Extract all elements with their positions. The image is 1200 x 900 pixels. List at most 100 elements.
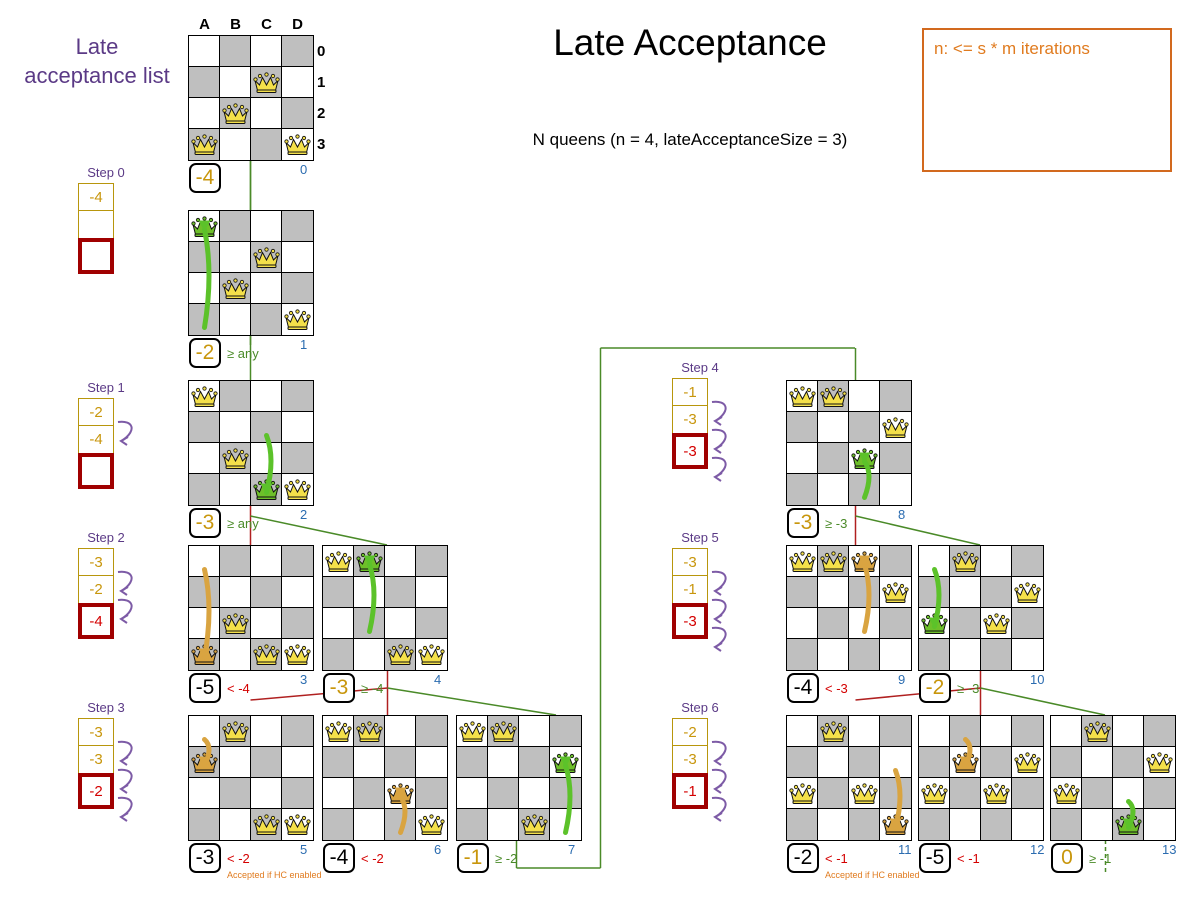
board-cell-A1[interactable] [323,577,354,608]
board-cell-B1[interactable] [220,577,251,608]
board-cell-A3[interactable] [1051,809,1082,840]
chessboard-8[interactable] [786,380,912,506]
board-cell-B2[interactable] [354,778,385,809]
board-cell-D3[interactable] [1012,809,1043,840]
board-cell-B3[interactable] [220,474,251,505]
board-cell-B1[interactable] [950,577,981,608]
board-cell-A2[interactable] [323,778,354,809]
board-cell-B3[interactable] [220,639,251,670]
board-cell-B1[interactable] [818,747,849,778]
board-cell-C1[interactable] [849,577,880,608]
board-cell-B3[interactable] [354,809,385,840]
board-cell-B2[interactable] [818,778,849,809]
board-cell-A2[interactable] [189,98,220,129]
chessboard-7[interactable] [456,715,582,841]
board-cell-A3[interactable] [189,809,220,840]
board-cell-C3[interactable] [849,639,880,670]
board-cell-A2[interactable] [787,608,818,639]
board-cell-A1[interactable] [1051,747,1082,778]
board-cell-A1[interactable] [323,747,354,778]
board-cell-C2[interactable] [519,778,550,809]
chessboard-13[interactable] [1050,715,1176,841]
board-cell-C0[interactable] [981,716,1012,747]
board-cell-B1[interactable] [220,242,251,273]
board-cell-B3[interactable] [220,809,251,840]
board-cell-C1[interactable] [849,747,880,778]
board-cell-C0[interactable] [251,716,282,747]
board-cell-C3[interactable] [251,304,282,335]
board-cell-D2[interactable] [282,443,313,474]
board-cell-C1[interactable] [849,412,880,443]
board-cell-B2[interactable] [950,778,981,809]
board-cell-D2[interactable] [282,98,313,129]
board-cell-A1[interactable] [787,747,818,778]
board-cell-A1[interactable] [919,577,950,608]
board-cell-D0[interactable] [282,211,313,242]
board-cell-D3[interactable] [880,474,911,505]
board-cell-A2[interactable] [189,443,220,474]
board-cell-B3[interactable] [488,809,519,840]
chessboard-6[interactable] [322,715,448,841]
board-cell-D3[interactable] [1012,639,1043,670]
board-cell-B2[interactable] [818,443,849,474]
board-cell-D0[interactable] [282,716,313,747]
board-cell-A3[interactable] [323,809,354,840]
board-cell-C3[interactable] [251,129,282,160]
board-cell-A1[interactable] [787,412,818,443]
chessboard-11[interactable] [786,715,912,841]
board-cell-C1[interactable] [519,747,550,778]
board-cell-D2[interactable] [282,273,313,304]
board-cell-C2[interactable] [251,98,282,129]
board-cell-D0[interactable] [282,381,313,412]
board-cell-C3[interactable] [981,639,1012,670]
chessboard-10[interactable] [918,545,1044,671]
board-cell-C2[interactable] [251,608,282,639]
board-cell-A1[interactable] [189,412,220,443]
board-cell-C1[interactable] [981,747,1012,778]
board-cell-D2[interactable] [282,608,313,639]
board-cell-C2[interactable] [251,778,282,809]
chessboard-1[interactable] [188,210,314,336]
board-cell-A3[interactable] [919,809,950,840]
board-cell-B3[interactable] [220,304,251,335]
board-cell-B2[interactable] [950,608,981,639]
board-cell-C0[interactable] [1113,716,1144,747]
board-cell-D0[interactable] [880,546,911,577]
board-cell-D1[interactable] [282,242,313,273]
board-cell-A0[interactable] [1051,716,1082,747]
board-cell-C0[interactable] [251,546,282,577]
board-cell-D0[interactable] [550,716,581,747]
board-cell-D0[interactable] [1012,716,1043,747]
board-cell-A0[interactable] [787,716,818,747]
board-cell-D3[interactable] [1144,809,1175,840]
board-cell-A3[interactable] [457,809,488,840]
board-cell-B2[interactable] [220,778,251,809]
board-cell-B1[interactable] [354,747,385,778]
board-cell-C0[interactable] [849,716,880,747]
board-cell-A1[interactable] [919,747,950,778]
board-cell-C0[interactable] [251,36,282,67]
board-cell-D2[interactable] [880,778,911,809]
board-cell-D1[interactable] [282,577,313,608]
board-cell-B3[interactable] [220,129,251,160]
board-cell-A1[interactable] [787,577,818,608]
chessboard-12[interactable] [918,715,1044,841]
board-cell-D0[interactable] [282,546,313,577]
board-cell-D0[interactable] [282,36,313,67]
board-cell-B2[interactable] [818,608,849,639]
board-cell-C2[interactable] [385,608,416,639]
board-cell-B0[interactable] [220,381,251,412]
board-cell-A2[interactable] [787,443,818,474]
board-cell-D1[interactable] [282,747,313,778]
chessboard-3[interactable] [188,545,314,671]
board-cell-B3[interactable] [818,474,849,505]
board-cell-C1[interactable] [385,577,416,608]
board-cell-B1[interactable] [220,412,251,443]
board-cell-D2[interactable] [880,608,911,639]
board-cell-C0[interactable] [251,211,282,242]
board-cell-D2[interactable] [880,443,911,474]
board-cell-B1[interactable] [220,67,251,98]
board-cell-B3[interactable] [354,639,385,670]
board-cell-D1[interactable] [282,412,313,443]
board-cell-B1[interactable] [354,577,385,608]
